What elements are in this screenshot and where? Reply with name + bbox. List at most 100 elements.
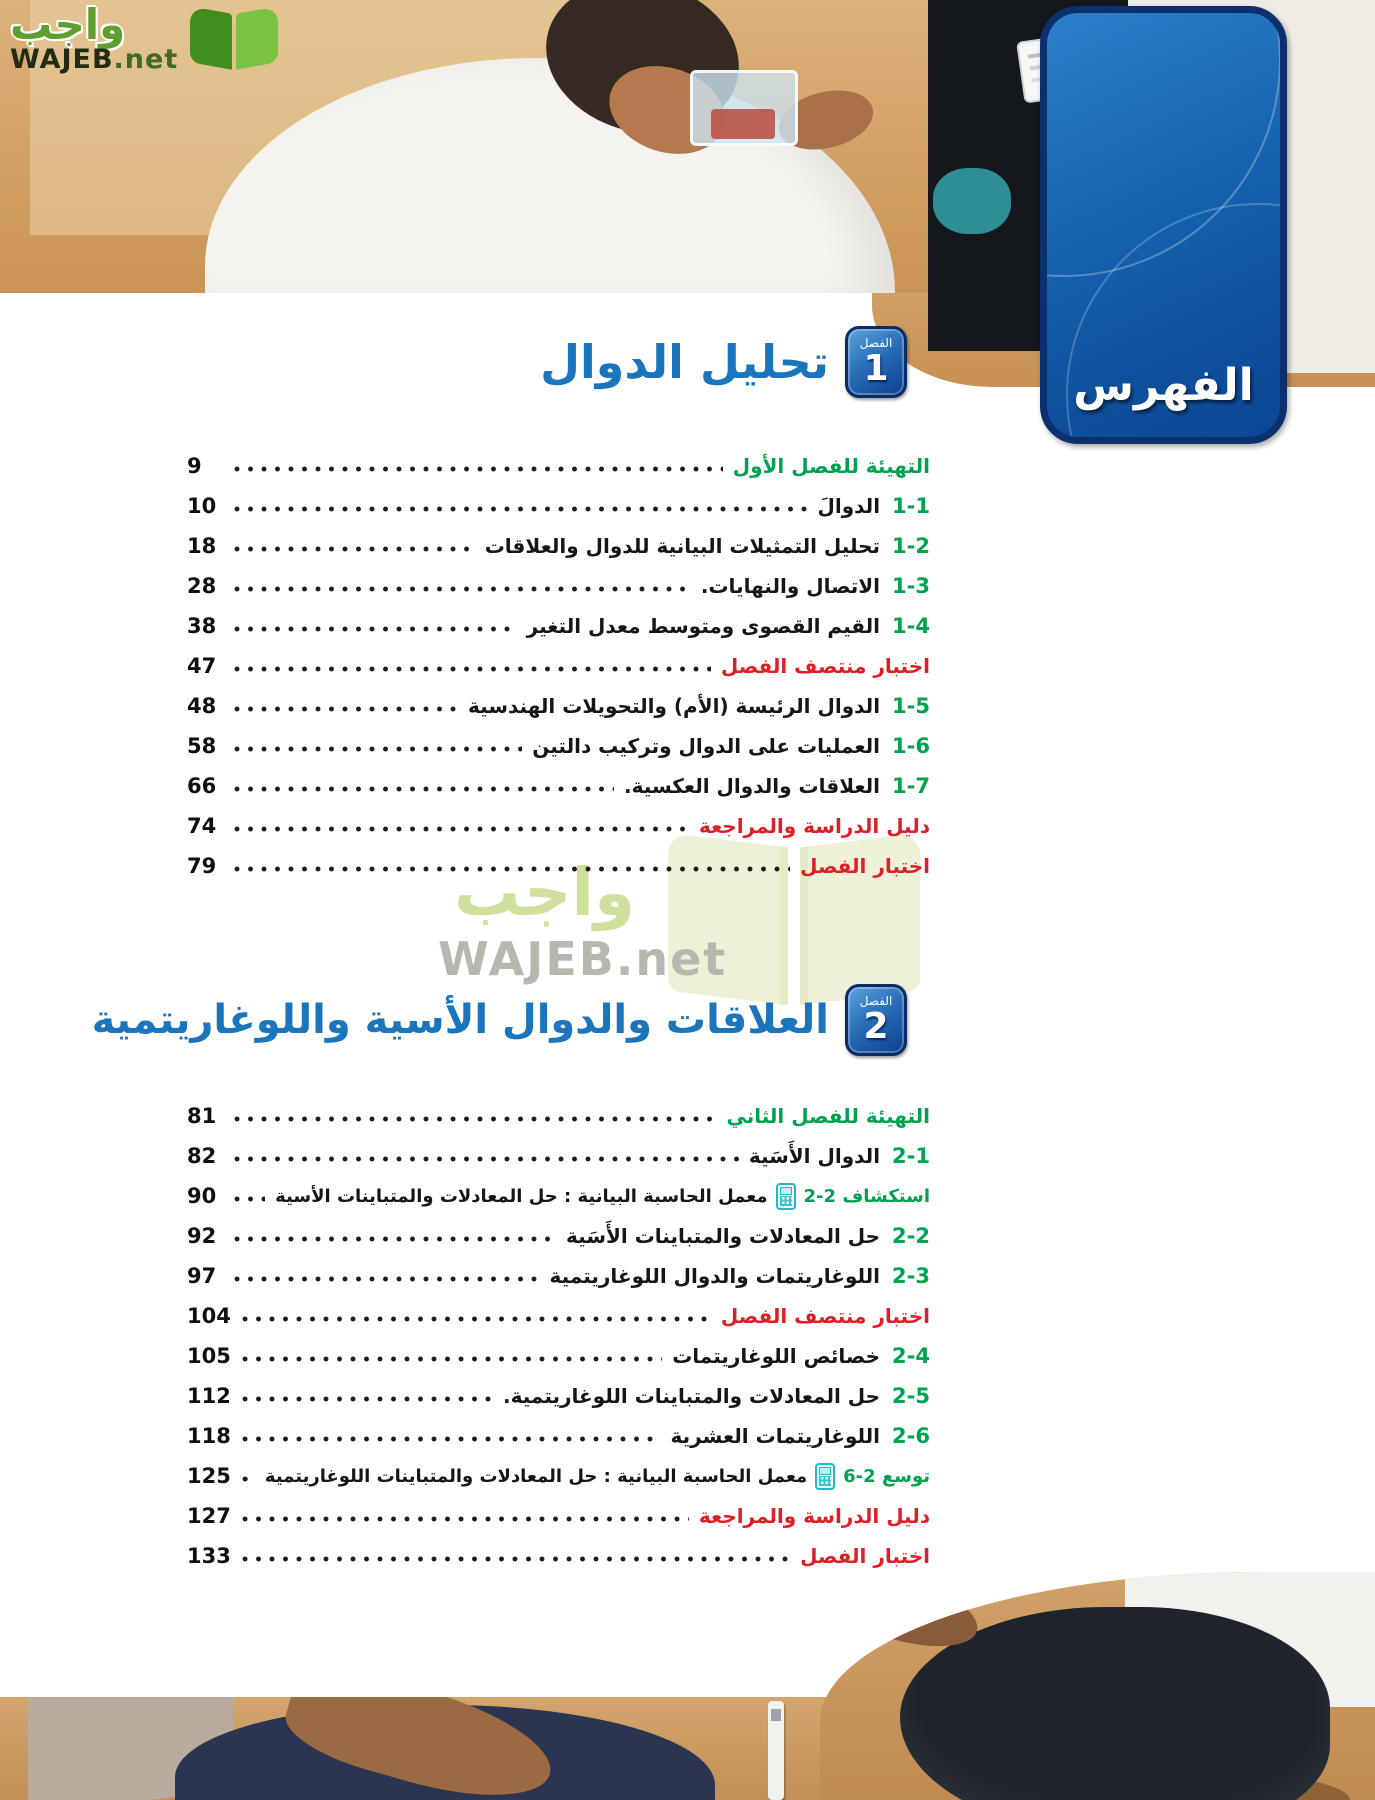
- section-number: 2-3: [892, 1264, 930, 1288]
- toc-row[interactable]: 1-4 القيم القصوى ومتوسط معدل التغير 38: [187, 606, 930, 646]
- toc-entry-label: اختبار منتصف الفصل: [720, 1304, 930, 1328]
- page-number: 118: [187, 1424, 231, 1448]
- dot-leader: [240, 1355, 663, 1363]
- badge-number: 2: [863, 1005, 889, 1047]
- toc-entry-label: اللوغاريتمات والدوال اللوغاريتمية: [549, 1264, 881, 1288]
- dot-leader: [233, 1155, 739, 1163]
- toc-row[interactable]: 1-2 تحليل التمثيلات البيانية للدوال والعل…: [187, 526, 930, 566]
- toc-row[interactable]: 2-2 حل المعادلات والمتباينات الأَسَية 92: [187, 1216, 930, 1256]
- watermark-latin: WAJEB.net: [438, 932, 728, 986]
- chapter-1-title: تحليل الدوال: [540, 335, 829, 389]
- toc-entry-label: اختبار الفصل: [800, 854, 930, 878]
- dot-leader: [233, 625, 517, 633]
- toc-row[interactable]: 2-1 الدوال الأَسَية 82: [187, 1136, 930, 1176]
- page-number: 18: [187, 534, 217, 558]
- dot-leader: [233, 1115, 717, 1123]
- toc-row[interactable]: توسع 2-6 معمل الحاسبة البيانية : حل المعا…: [187, 1456, 930, 1496]
- toc-row[interactable]: دليل الدراسة والمراجعة 74: [187, 806, 930, 846]
- toc-entry-label: التهيئة للفصل الثاني: [726, 1104, 930, 1128]
- dot-leader: [233, 665, 711, 673]
- chapter-1-badge: الفصل 1: [845, 326, 907, 398]
- toc-row[interactable]: 1-5 الدوال الرئيسة (الأم) والتحويلات الهن…: [187, 686, 930, 726]
- page-number: 38: [187, 614, 217, 638]
- page-number: 104: [187, 1304, 231, 1328]
- toc-entry-label: العلاقات والدوال العكسية.: [624, 774, 881, 798]
- toc-entry-label: الدوال الأَسَية: [748, 1144, 881, 1168]
- dot-leader: [233, 745, 523, 753]
- toc-row[interactable]: 1-6 العمليات على الدوال وتركيب دالتين 58: [187, 726, 930, 766]
- dot-leader: [240, 1395, 494, 1403]
- page-number: 97: [187, 1264, 217, 1288]
- dot-leader: [233, 545, 475, 553]
- temperature-sensor: [768, 1701, 784, 1800]
- page-number: 82: [187, 1144, 217, 1168]
- section-number: 2-1: [892, 1144, 930, 1168]
- page-number: 9: [187, 454, 202, 478]
- page-number: 112: [187, 1384, 231, 1408]
- chapter-1-toc: التهيئة للفصل الأول 9 1-1 الدوالَ 10 1-2 تحليل…: [187, 446, 930, 886]
- section-number: 2-6: [892, 1424, 930, 1448]
- dot-leader: [240, 1475, 255, 1483]
- page-number: 125: [187, 1464, 231, 1488]
- toc-entry-label: معمل الحاسبة البيانية : حل المعادلات وال…: [275, 1185, 768, 1207]
- toc-entry-label: معمل الحاسبة البيانية : حل المعادلات وال…: [264, 1465, 808, 1487]
- section-number: 2-5: [892, 1384, 930, 1408]
- toc-row[interactable]: 2-4 خصائص اللوغاريتمات 105: [187, 1336, 930, 1376]
- badge-word: الفصل: [859, 336, 893, 351]
- toc-row[interactable]: التهيئة للفصل الثاني 81: [187, 1096, 930, 1136]
- chapter-2-toc: التهيئة للفصل الثاني 81 2-1 الدوال الأَسَية…: [187, 1096, 930, 1576]
- toc-entry-label: الدوالَ: [817, 494, 881, 518]
- dot-leader: [233, 865, 791, 873]
- section-number: 1-2: [892, 534, 930, 558]
- page-number: 28: [187, 574, 217, 598]
- toc-entry-label: حل المعادلات والمتباينات الأَسَية: [566, 1224, 881, 1248]
- wajeb-logo-latin: WAJEB.net: [10, 44, 179, 75]
- toc-row[interactable]: 2-3 اللوغاريتمات والدوال اللوغاريتمية 97: [187, 1256, 930, 1296]
- calculator-icon: [815, 1462, 836, 1490]
- badge-number: 1: [863, 347, 889, 389]
- page-number: 90: [187, 1184, 217, 1208]
- dot-leader: [233, 585, 691, 593]
- section-number: 1-5: [892, 694, 930, 718]
- toc-row[interactable]: اختبار الفصل 79: [187, 846, 930, 886]
- toc-entry-label: الاتصال والنهايات.: [700, 574, 881, 598]
- toc-row[interactable]: التهيئة للفصل الأول 9: [187, 446, 930, 486]
- toc-row[interactable]: اختبار الفصل 133: [187, 1536, 930, 1576]
- wajeb-logo[interactable]: واجب WAJEB.net: [10, 0, 278, 75]
- page-number: 127: [187, 1504, 231, 1528]
- toc-entry-label: الدوال الرئيسة (الأم) والتحويلات الهندسي…: [468, 694, 881, 718]
- section-number: 1-1: [892, 494, 930, 518]
- page-number: 58: [187, 734, 217, 758]
- page-number: 48: [187, 694, 217, 718]
- toc-row[interactable]: 2-6 اللوغاريتمات العشرية 118: [187, 1416, 930, 1456]
- toc-row[interactable]: اختبار منتصف الفصل 104: [187, 1296, 930, 1336]
- toc-entry-label: اختبار منتصف الفصل: [720, 654, 930, 678]
- page-number: 74: [187, 814, 217, 838]
- dot-leader: [233, 705, 459, 713]
- toc-row[interactable]: اختبار منتصف الفصل 47: [187, 646, 930, 686]
- toc-entry-label: اختبار الفصل: [800, 1544, 930, 1568]
- toc-row[interactable]: 2-5 حل المعادلات والمتباينات اللوغاريتمية…: [187, 1376, 930, 1416]
- dot-leader: [240, 1435, 661, 1443]
- dot-leader: [233, 505, 808, 513]
- toc-row[interactable]: استكشاف 2-2 معمل الحاسبة البيانية : حل ال…: [187, 1176, 930, 1216]
- toc-entry-label: اللوغاريتمات العشرية: [670, 1424, 881, 1448]
- calculator-icon: [775, 1182, 796, 1210]
- dot-leader: [240, 1515, 689, 1523]
- page-number: 105: [187, 1344, 231, 1368]
- wajeb-logo-arabic: واجب: [10, 0, 126, 49]
- toc-entry-label: خصائص اللوغاريتمات: [672, 1344, 881, 1368]
- toc-row[interactable]: 1-3 الاتصال والنهايات. 28: [187, 566, 930, 606]
- chapter-2-title: العلاقات والدوال الأسية واللوغاريتمية: [91, 997, 829, 1043]
- dot-leader: [233, 1275, 540, 1283]
- dot-leader: [233, 1235, 557, 1243]
- dot-leader: [233, 785, 615, 793]
- page-number: 47: [187, 654, 217, 678]
- toc-row[interactable]: 1-7 العلاقات والدوال العكسية. 66: [187, 766, 930, 806]
- photo-shape: [933, 168, 1011, 234]
- toc-row[interactable]: 1-1 الدوالَ 10: [187, 486, 930, 526]
- toc-entry-label: دليل الدراسة والمراجعة: [698, 1504, 930, 1528]
- toc-row[interactable]: دليل الدراسة والمراجعة 127: [187, 1496, 930, 1536]
- section-number: استكشاف 2-2: [803, 1185, 930, 1207]
- toc-entry-label: العمليات على الدوال وتركيب دالتين: [532, 734, 881, 758]
